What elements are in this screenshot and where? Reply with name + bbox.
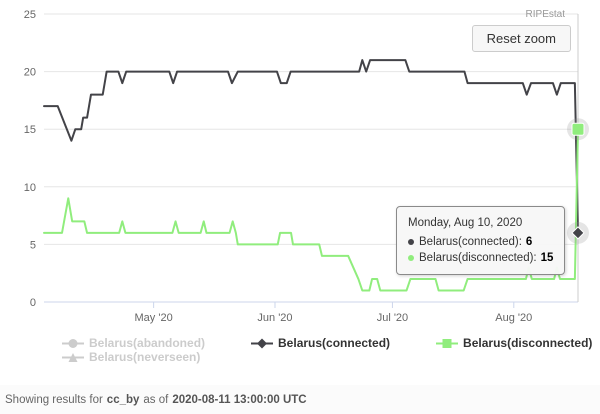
tooltip-date: Monday, Aug 10, 2020 xyxy=(408,217,523,229)
svg-text:0: 0 xyxy=(30,297,36,309)
legend-item-disconnected[interactable]: Belarus(disconnected) xyxy=(436,337,592,350)
legend-label: Belarus(connected) xyxy=(278,336,391,350)
tooltip-label: Belarus(disconnected): xyxy=(419,252,537,264)
legend-label: Belarus(neverseen) xyxy=(89,350,201,364)
legend-column-disabled: Belarus(abandoned) Belarus(neverseen) xyxy=(62,337,205,364)
svg-text:25: 25 xyxy=(24,9,36,21)
legend-label: Belarus(abandoned) xyxy=(89,336,206,350)
square-marker-icon xyxy=(436,339,459,348)
tooltip-value: 6 xyxy=(525,236,533,248)
ripestat-brand-label: RIPEstat xyxy=(525,9,565,20)
svg-text:15: 15 xyxy=(24,124,36,136)
svg-text:Jun '20: Jun '20 xyxy=(257,312,292,324)
legend-column-disconnected: Belarus(disconnected) xyxy=(436,337,592,350)
series-dot-icon xyxy=(408,239,414,245)
chart-tooltip: Monday, Aug 10, 2020 Belarus(connected):… xyxy=(396,206,566,275)
reset-zoom-button[interactable]: Reset zoom xyxy=(471,25,571,52)
diamond-marker-icon xyxy=(251,338,274,349)
line-chart: 0 5 10 15 20 25 May '20 Jun '20 Jul '20 Aug '20 xyxy=(24,9,589,324)
status-infix: as of xyxy=(143,393,169,406)
chart-region: 0 5 10 15 20 25 May '20 Jun '20 Jul '20 Aug '20 R… xyxy=(24,9,589,324)
tooltip-label: Belarus(connected): xyxy=(419,236,522,248)
tooltip-row-connected: Belarus(connected): 6 xyxy=(408,234,553,250)
legend-item-neverseen[interactable]: Belarus(neverseen) xyxy=(62,351,205,364)
svg-text:10: 10 xyxy=(24,182,36,194)
tooltip-value: 15 xyxy=(540,252,554,264)
status-prefix: Showing results for xyxy=(5,393,103,406)
circle-marker-icon xyxy=(62,339,84,348)
svg-text:May '20: May '20 xyxy=(135,312,173,324)
svg-text:20: 20 xyxy=(24,67,36,79)
legend-column-connected: Belarus(connected) xyxy=(251,337,390,350)
tooltip-row-disconnected: Belarus(disconnected): 15 xyxy=(408,250,553,266)
legend-item-connected[interactable]: Belarus(connected) xyxy=(251,337,390,350)
svg-text:5: 5 xyxy=(30,239,36,251)
status-bar: Showing results for cc_by as of 2020-08-… xyxy=(0,385,600,414)
svg-text:Jul '20: Jul '20 xyxy=(377,312,408,324)
svg-text:Aug '20: Aug '20 xyxy=(495,312,532,324)
legend-label: Belarus(disconnected) xyxy=(463,336,593,350)
legend-item-abandoned[interactable]: Belarus(abandoned) xyxy=(62,337,205,350)
series-dot-icon xyxy=(408,255,414,261)
status-timestamp: 2020-08-11 13:00:00 UTC xyxy=(172,393,307,406)
chart-legend: Belarus(abandoned) Belarus(neverseen) Be… xyxy=(0,337,600,364)
triangle-marker-icon xyxy=(62,353,84,362)
status-resource: cc_by xyxy=(106,393,140,406)
